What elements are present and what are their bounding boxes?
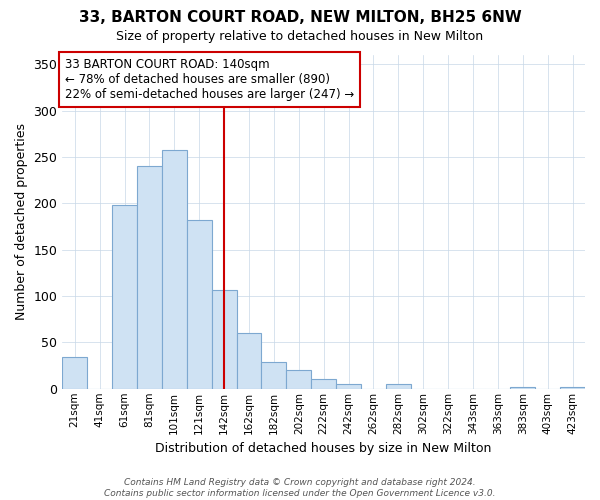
Bar xyxy=(137,166,162,389)
Bar xyxy=(236,333,262,389)
Bar xyxy=(62,357,87,389)
Y-axis label: Number of detached properties: Number of detached properties xyxy=(15,124,28,320)
Bar xyxy=(311,380,336,389)
Text: 33 BARTON COURT ROAD: 140sqm
← 78% of detached houses are smaller (890)
22% of s: 33 BARTON COURT ROAD: 140sqm ← 78% of de… xyxy=(65,58,354,102)
Text: 33, BARTON COURT ROAD, NEW MILTON, BH25 6NW: 33, BARTON COURT ROAD, NEW MILTON, BH25 … xyxy=(79,10,521,25)
Bar xyxy=(560,387,585,389)
Bar xyxy=(511,387,535,389)
X-axis label: Distribution of detached houses by size in New Milton: Distribution of detached houses by size … xyxy=(155,442,492,455)
Bar xyxy=(336,384,361,389)
Bar xyxy=(162,150,187,389)
Text: Size of property relative to detached houses in New Milton: Size of property relative to detached ho… xyxy=(116,30,484,43)
Bar xyxy=(112,205,137,389)
Bar xyxy=(187,220,212,389)
Text: Contains HM Land Registry data © Crown copyright and database right 2024.
Contai: Contains HM Land Registry data © Crown c… xyxy=(104,478,496,498)
Bar xyxy=(386,384,411,389)
Bar xyxy=(212,290,236,389)
Bar xyxy=(286,370,311,389)
Bar xyxy=(262,362,286,389)
